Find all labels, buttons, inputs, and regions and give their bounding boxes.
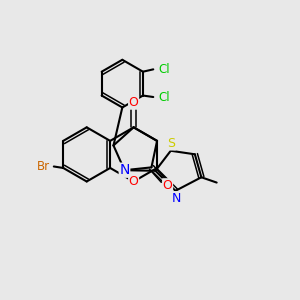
- Text: Br: Br: [37, 160, 50, 173]
- Text: O: O: [129, 96, 139, 109]
- Text: Cl: Cl: [159, 91, 170, 103]
- Text: O: O: [129, 175, 139, 188]
- Text: O: O: [163, 179, 172, 192]
- Text: N: N: [171, 192, 181, 205]
- Text: Cl: Cl: [159, 63, 170, 76]
- Text: S: S: [167, 137, 175, 150]
- Text: N: N: [119, 163, 130, 177]
